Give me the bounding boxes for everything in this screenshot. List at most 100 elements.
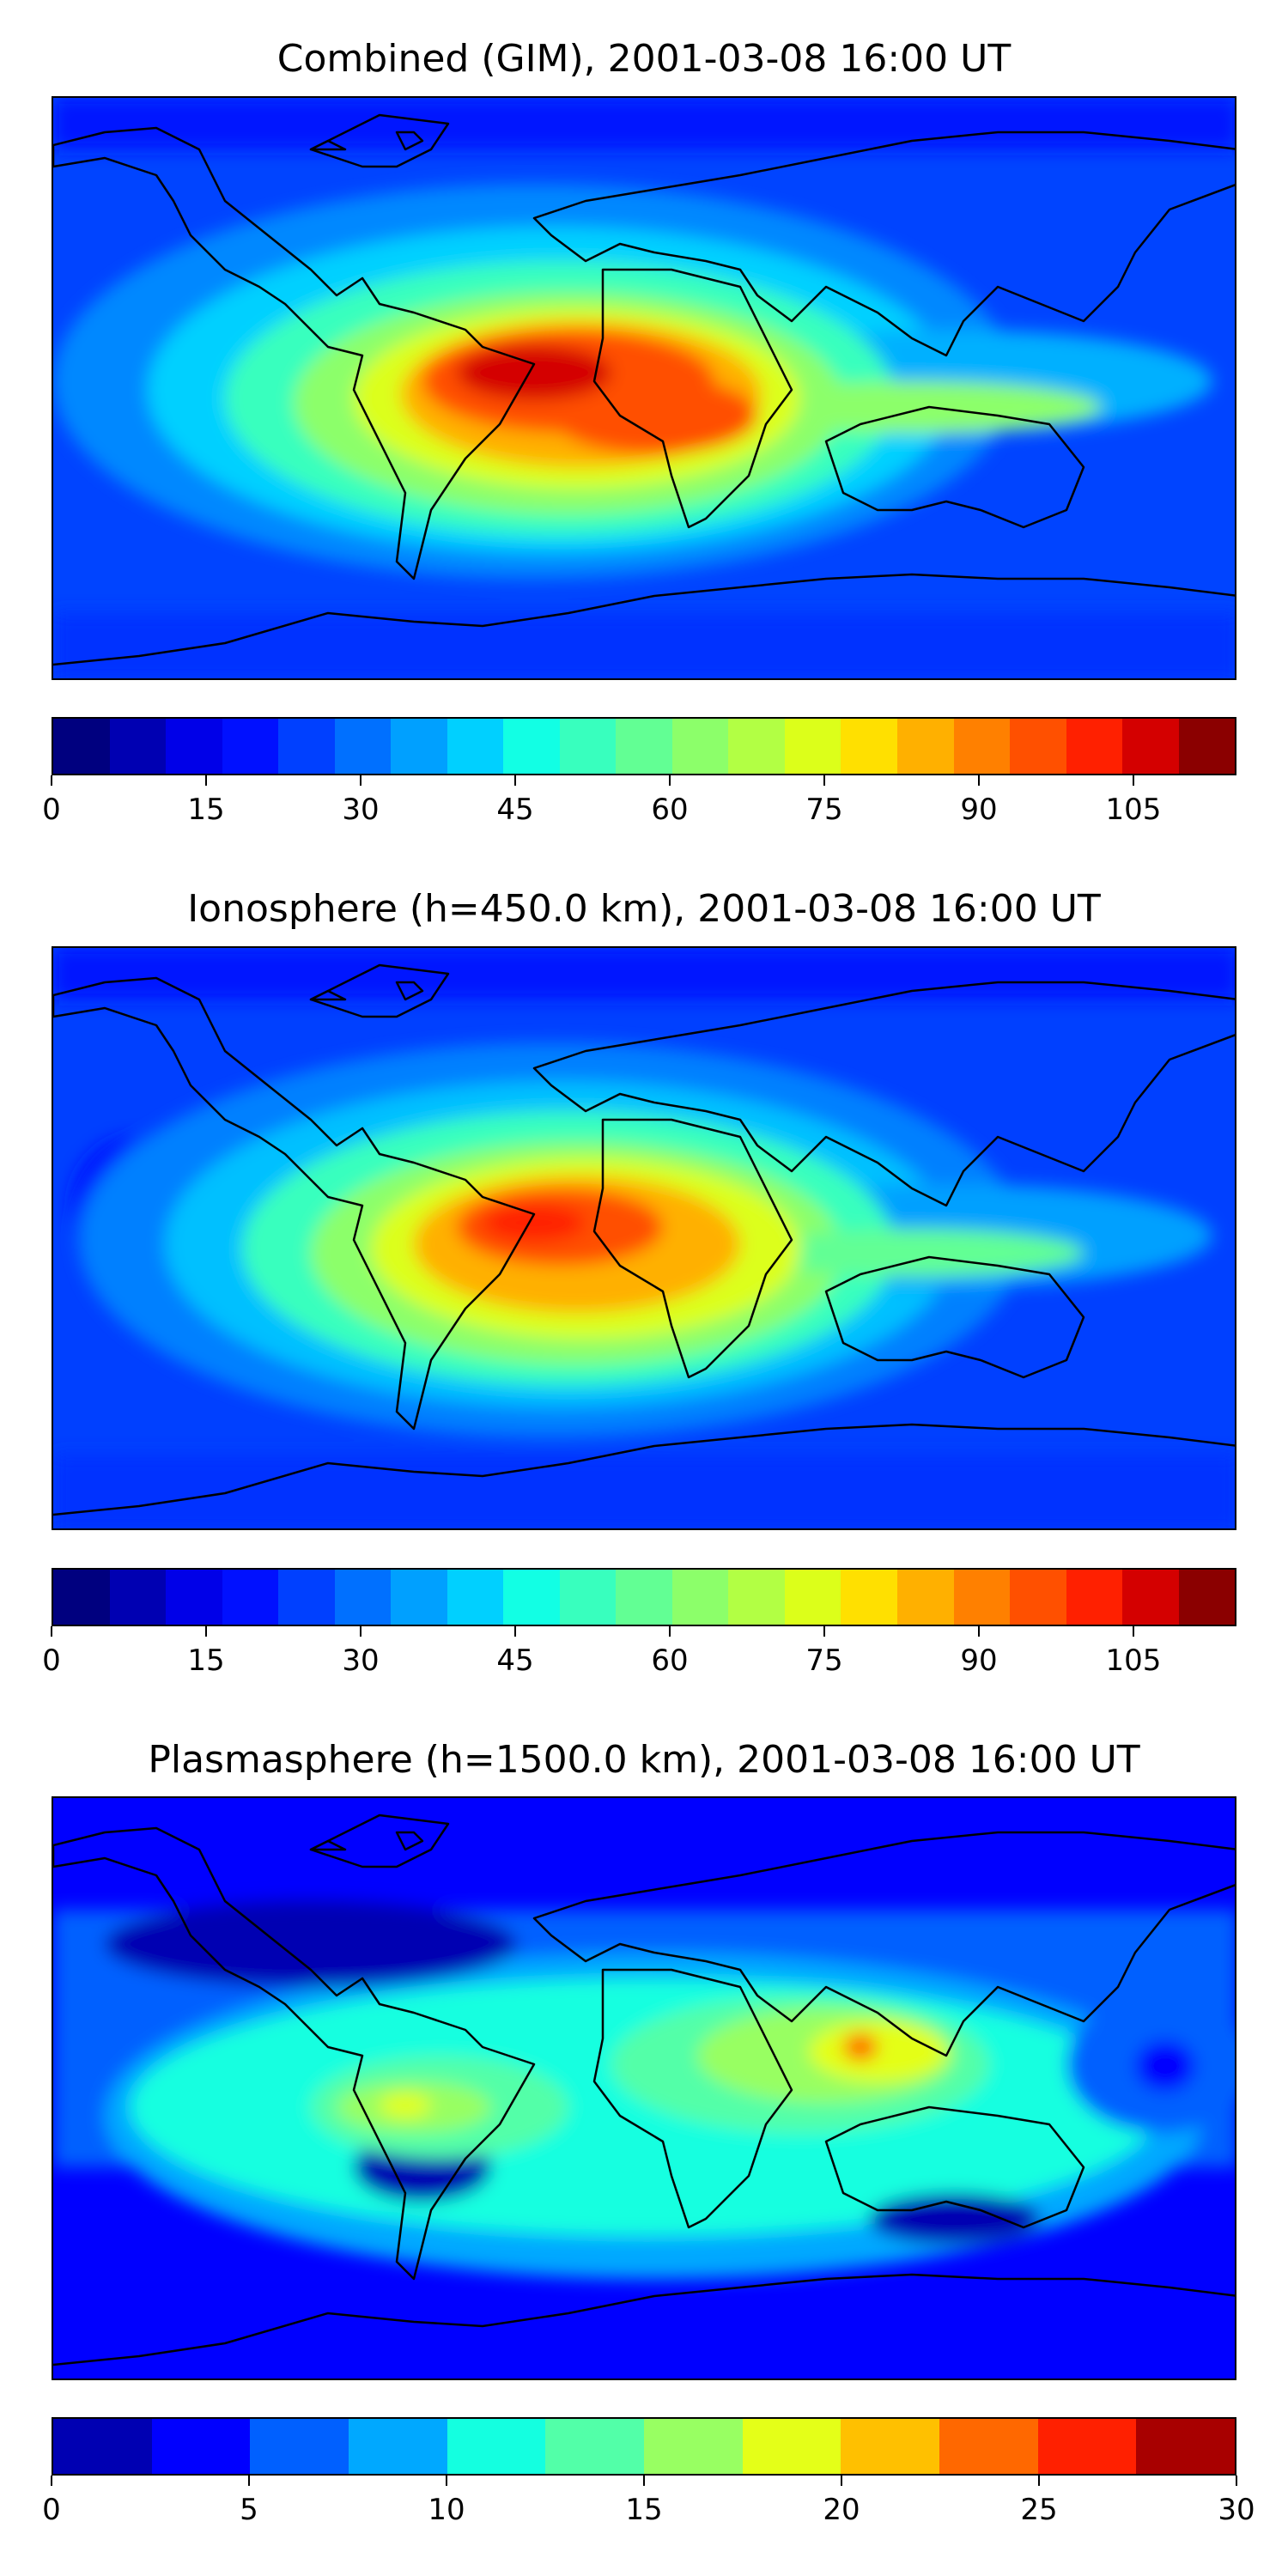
colorbar-segment bbox=[1178, 1570, 1235, 1625]
panel-3-title: Plasmasphere (h=1500.0 km), 2001-03-08 1… bbox=[148, 1738, 1140, 1782]
colorbar-segment bbox=[222, 719, 279, 774]
colorbar-tick-label: 0 bbox=[42, 1643, 61, 1678]
colorbar-segment bbox=[53, 1570, 110, 1625]
colorbar-tick bbox=[248, 2476, 250, 2486]
colorbar-segment bbox=[222, 1570, 279, 1625]
colorbar-segment bbox=[953, 719, 1011, 774]
colorbar-tick bbox=[1038, 2476, 1040, 2486]
colorbar-segment bbox=[447, 719, 504, 774]
colorbar-segment bbox=[742, 2419, 841, 2474]
colorbar-segment bbox=[616, 719, 672, 774]
colorbar-tick bbox=[360, 1626, 361, 1637]
colorbar-tick bbox=[823, 1626, 825, 1637]
colorbar-segment bbox=[1037, 2419, 1137, 2474]
panel-3-contour-plot bbox=[53, 1798, 1235, 2379]
colorbar-segment bbox=[1136, 2419, 1235, 2474]
colorbar-segment bbox=[278, 719, 335, 774]
colorbar-segment bbox=[1010, 719, 1066, 774]
colorbar-segment bbox=[447, 1570, 504, 1625]
colorbar-segment bbox=[1122, 719, 1179, 774]
coastlines bbox=[53, 963, 1235, 1516]
panel-2-contour-plot bbox=[53, 948, 1235, 1528]
panel-1-colorbar bbox=[52, 717, 1236, 775]
colorbar-tick bbox=[1133, 1626, 1134, 1637]
colorbar-segment bbox=[728, 719, 785, 774]
colorbar-tick-label: 30 bbox=[1218, 2493, 1255, 2527]
colorbar-segment bbox=[784, 719, 841, 774]
colorbar-tick-label: 45 bbox=[496, 1643, 534, 1678]
colorbar-tick-label: 20 bbox=[823, 2493, 860, 2527]
panel-2-title: Ionosphere (h=450.0 km), 2001-03-08 16:0… bbox=[187, 887, 1101, 931]
panel-2-colorbar-ticks: 0 15 30 45 60 75 90 105 bbox=[42, 1626, 1236, 1678]
colorbar-segment bbox=[728, 1570, 785, 1625]
colorbar-tick-label: 0 bbox=[42, 2493, 61, 2527]
coastlines bbox=[53, 113, 1235, 666]
colorbar-tick-label: 105 bbox=[1105, 1643, 1162, 1678]
colorbar-segment bbox=[278, 1570, 335, 1625]
colorbar-segment bbox=[391, 1570, 447, 1625]
colorbar-segment bbox=[151, 2419, 251, 2474]
colorbar-segment bbox=[671, 719, 729, 774]
colorbar-tick-label: 60 bbox=[651, 793, 689, 827]
colorbar-segment bbox=[545, 2419, 645, 2474]
colorbar-tick bbox=[446, 2476, 447, 2486]
colorbar-segment bbox=[250, 2419, 349, 2474]
colorbar-tick bbox=[205, 775, 207, 786]
panel-3-colorbar-ticks: 0 5 10 15 20 25 30 bbox=[42, 2476, 1255, 2527]
colorbar-tick-label: 45 bbox=[496, 793, 534, 827]
colorbar-tick bbox=[51, 1626, 52, 1637]
colorbar-segment bbox=[841, 2419, 940, 2474]
coastlines bbox=[53, 1814, 1235, 2366]
colorbar-tick-label: 75 bbox=[805, 793, 843, 827]
colorbar-segment bbox=[334, 1570, 392, 1625]
colorbar-segment bbox=[1066, 1570, 1123, 1625]
colorbar-segment bbox=[1178, 719, 1235, 774]
colorbar-tick-label: 10 bbox=[428, 2493, 465, 2527]
colorbar-tick-label: 105 bbox=[1105, 793, 1162, 827]
panel-1-contour-plot bbox=[53, 98, 1235, 678]
colorbar-segment bbox=[939, 2419, 1038, 2474]
colorbar-segment bbox=[644, 2419, 743, 2474]
colorbar-segment bbox=[559, 719, 617, 774]
colorbar-tick bbox=[514, 775, 516, 786]
colorbar-segment bbox=[1066, 719, 1123, 774]
colorbar-tick bbox=[360, 775, 361, 786]
panel-1-map bbox=[52, 96, 1236, 680]
colorbar-tick bbox=[51, 2476, 52, 2486]
colorbar-segment bbox=[841, 719, 897, 774]
panel-2-colorbar bbox=[52, 1568, 1236, 1626]
colorbar-tick bbox=[205, 1626, 207, 1637]
colorbar-segment bbox=[53, 2419, 152, 2474]
panel-2-map bbox=[52, 946, 1236, 1530]
colorbar-tick bbox=[978, 1626, 980, 1637]
colorbar-segment bbox=[1122, 1570, 1179, 1625]
colorbar-tick bbox=[1236, 2476, 1237, 2486]
colorbar-tick-label: 15 bbox=[625, 2493, 663, 2527]
colorbar-tick-label: 75 bbox=[805, 1643, 843, 1678]
colorbar-tick bbox=[978, 775, 980, 786]
colorbar-segment bbox=[391, 719, 447, 774]
panel-3-map bbox=[52, 1796, 1236, 2380]
colorbar-segment bbox=[109, 1570, 167, 1625]
colorbar-segment bbox=[896, 719, 954, 774]
colorbar-tick bbox=[514, 1626, 516, 1637]
colorbar-tick bbox=[841, 2476, 842, 2486]
colorbar-segment bbox=[334, 719, 392, 774]
colorbar-tick-label: 30 bbox=[342, 793, 380, 827]
colorbar-tick-label: 15 bbox=[187, 793, 225, 827]
colorbar-segment bbox=[953, 1570, 1011, 1625]
colorbar-tick-label: 90 bbox=[960, 1643, 998, 1678]
colorbar-tick-label: 90 bbox=[960, 793, 998, 827]
colorbar-segment bbox=[109, 719, 167, 774]
colorbar-segment bbox=[447, 2419, 546, 2474]
colorbar-segment bbox=[559, 1570, 617, 1625]
colorbar-tick bbox=[669, 775, 671, 786]
colorbar-tick-label: 25 bbox=[1020, 2493, 1058, 2527]
panel-1-colorbar-ticks: 0 15 30 45 60 75 90 105 bbox=[42, 775, 1236, 827]
colorbar-tick-label: 60 bbox=[651, 1643, 689, 1678]
colorbar-segment bbox=[841, 1570, 897, 1625]
colorbar-segment bbox=[896, 1570, 954, 1625]
colorbar-tick bbox=[643, 2476, 645, 2486]
colorbar-tick-label: 30 bbox=[342, 1643, 380, 1678]
colorbar-segment bbox=[53, 719, 110, 774]
